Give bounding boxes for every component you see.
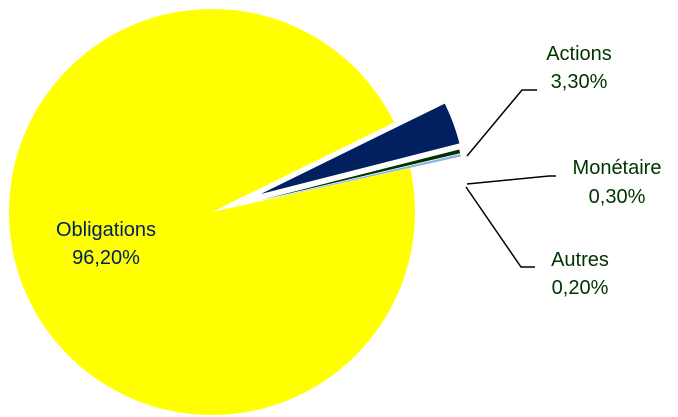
slice-label-autres-name: Autres <box>551 249 609 271</box>
pie-slice-mon-taire <box>260 149 461 201</box>
pie-slice-obligations <box>8 8 415 415</box>
slice-label-autres-value: 0,20% <box>552 277 609 299</box>
slice-label-monetaire-name: Monétaire <box>573 157 662 179</box>
pie-slice-autres <box>260 153 461 201</box>
leader-line-actions <box>466 89 537 157</box>
slice-label-actions-value: 3,30% <box>551 71 608 93</box>
slice-label-actions-name: Actions <box>546 43 612 65</box>
slice-labels: Obligations 96,20% Actions 3,30% Monétai… <box>56 43 662 299</box>
slice-label-monetaire-value: 0,30% <box>589 186 646 208</box>
pie-slice-actions <box>260 103 460 195</box>
slice-label-obligations-name: Obligations <box>56 219 156 241</box>
leader-line-autres <box>465 186 535 268</box>
pie-slices <box>8 8 461 415</box>
slice-label-obligations-value: 96,20% <box>72 247 140 269</box>
leader-lines <box>465 89 556 268</box>
leader-line-monetaire <box>466 175 556 185</box>
